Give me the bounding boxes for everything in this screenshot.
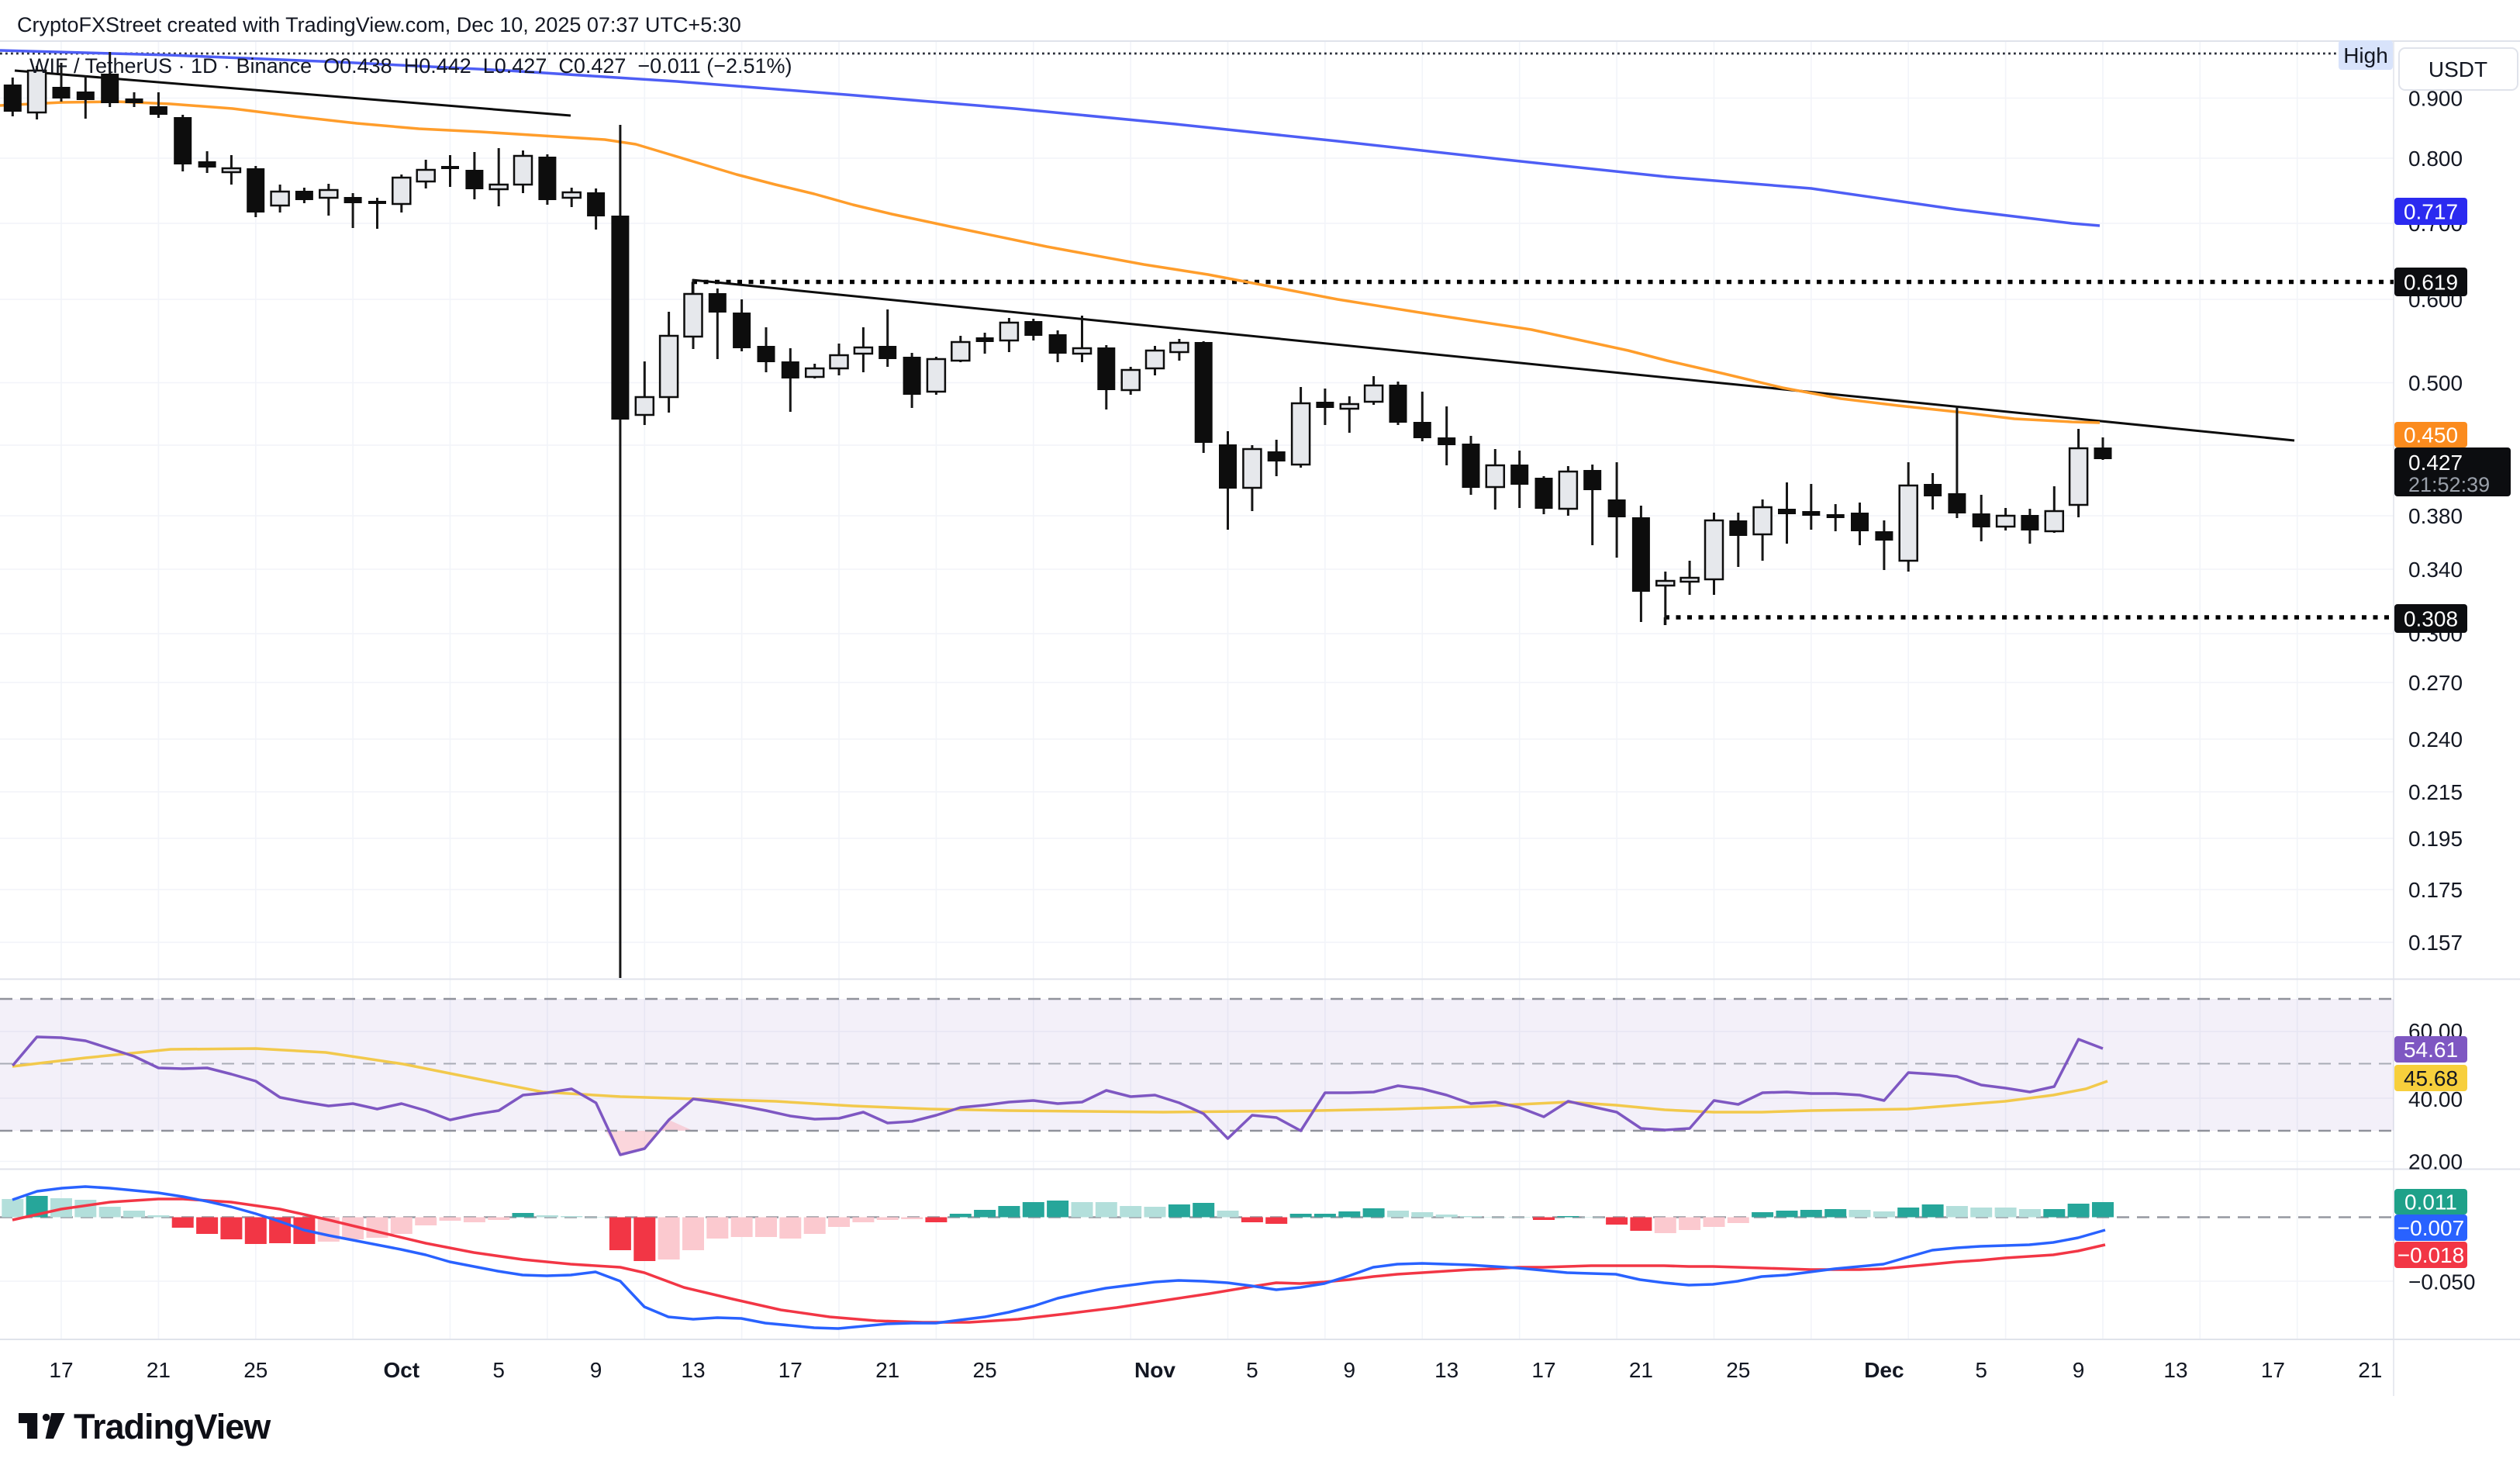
svg-text:USDT: USDT bbox=[2429, 57, 2487, 81]
svg-text:5: 5 bbox=[492, 1358, 505, 1382]
svg-text:0.195: 0.195 bbox=[2408, 827, 2463, 851]
svg-text:0.340: 0.340 bbox=[2408, 558, 2463, 582]
svg-text:Dec: Dec bbox=[1864, 1358, 1904, 1382]
svg-text:0.175: 0.175 bbox=[2408, 878, 2463, 902]
svg-text:TradingView: TradingView bbox=[74, 1407, 271, 1446]
svg-text:0.157: 0.157 bbox=[2408, 931, 2463, 955]
svg-text:17: 17 bbox=[49, 1358, 73, 1382]
svg-text:40.00: 40.00 bbox=[2408, 1087, 2463, 1111]
svg-text:21:52:39: 21:52:39 bbox=[2408, 473, 2490, 496]
svg-text:13: 13 bbox=[681, 1358, 705, 1382]
svg-text:5: 5 bbox=[1246, 1358, 1258, 1382]
svg-text:0.500: 0.500 bbox=[2408, 371, 2463, 396]
svg-text:9: 9 bbox=[2073, 1358, 2085, 1382]
svg-text:High: High bbox=[2343, 43, 2388, 67]
svg-text:21: 21 bbox=[1629, 1358, 1653, 1382]
svg-text:13: 13 bbox=[2163, 1358, 2187, 1382]
svg-text:0.270: 0.270 bbox=[2408, 671, 2463, 695]
svg-text:17: 17 bbox=[1531, 1358, 1555, 1382]
svg-text:0.717: 0.717 bbox=[2404, 200, 2458, 224]
svg-text:45.68: 45.68 bbox=[2404, 1066, 2458, 1090]
svg-text:9: 9 bbox=[1344, 1358, 1356, 1382]
svg-text:21: 21 bbox=[875, 1358, 899, 1382]
svg-text:−0.007: −0.007 bbox=[2397, 1216, 2464, 1240]
svg-text:9: 9 bbox=[590, 1358, 602, 1382]
svg-text:0.215: 0.215 bbox=[2408, 780, 2463, 804]
svg-text:13: 13 bbox=[1434, 1358, 1458, 1382]
svg-text:Oct: Oct bbox=[383, 1358, 419, 1382]
svg-text:17: 17 bbox=[2261, 1358, 2285, 1382]
svg-text:20.00: 20.00 bbox=[2408, 1150, 2463, 1174]
svg-text:17: 17 bbox=[778, 1358, 803, 1382]
svg-text:21: 21 bbox=[2358, 1358, 2382, 1382]
svg-text:0.450: 0.450 bbox=[2404, 423, 2458, 447]
svg-text:0.308: 0.308 bbox=[2404, 607, 2458, 631]
svg-text:25: 25 bbox=[1726, 1358, 1750, 1382]
svg-text:0.380: 0.380 bbox=[2408, 504, 2463, 528]
svg-text:0.619: 0.619 bbox=[2404, 271, 2458, 295]
svg-text:0.011: 0.011 bbox=[2404, 1190, 2457, 1215]
svg-text:0.427: 0.427 bbox=[2408, 451, 2463, 475]
svg-text:WIF / TetherUS · 1D · Binance: WIF / TetherUS · 1D · Binance O0.438 H0.… bbox=[29, 54, 792, 78]
svg-text:21: 21 bbox=[147, 1358, 171, 1382]
svg-text:−0.018: −0.018 bbox=[2397, 1243, 2464, 1267]
svg-text:5: 5 bbox=[1975, 1358, 1987, 1382]
svg-text:CryptoFXStreet created with Tr: CryptoFXStreet created with TradingView.… bbox=[17, 13, 741, 36]
svg-text:−0.050: −0.050 bbox=[2408, 1270, 2475, 1294]
svg-text:0.800: 0.800 bbox=[2408, 147, 2463, 171]
svg-text:25: 25 bbox=[973, 1358, 997, 1382]
svg-text:Nov: Nov bbox=[1134, 1358, 1175, 1382]
svg-text:25: 25 bbox=[243, 1358, 268, 1382]
svg-text:54.61: 54.61 bbox=[2404, 1038, 2458, 1062]
svg-text:0.240: 0.240 bbox=[2408, 727, 2463, 752]
